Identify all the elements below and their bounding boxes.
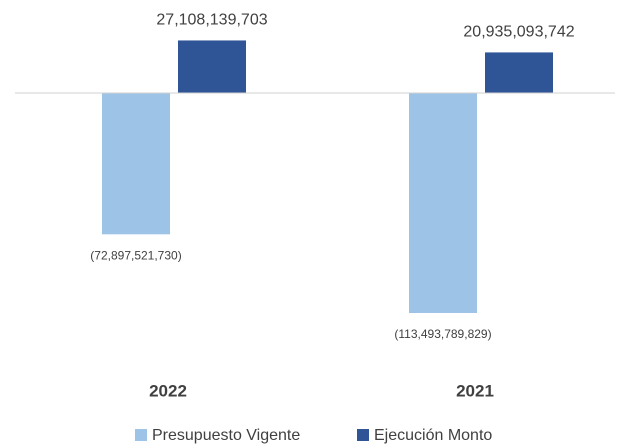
data-label: 27,108,139,703: [156, 12, 267, 29]
legend-swatch: [135, 429, 147, 441]
x-tick-label: 2022: [149, 381, 187, 400]
data-label: 20,935,093,742: [463, 24, 574, 41]
legend-label: Presupuesto Vigente: [152, 427, 300, 444]
bar: [409, 93, 477, 313]
data-label: (72,897,521,730): [90, 248, 181, 262]
data-label: (113,493,789,829): [394, 327, 491, 341]
legend-swatch: [357, 429, 369, 441]
bar: [178, 40, 246, 93]
x-tick-label: 2021: [456, 381, 494, 400]
legend-label: Ejecución Monto: [374, 427, 492, 444]
bar: [485, 52, 553, 93]
bar: [102, 93, 170, 235]
